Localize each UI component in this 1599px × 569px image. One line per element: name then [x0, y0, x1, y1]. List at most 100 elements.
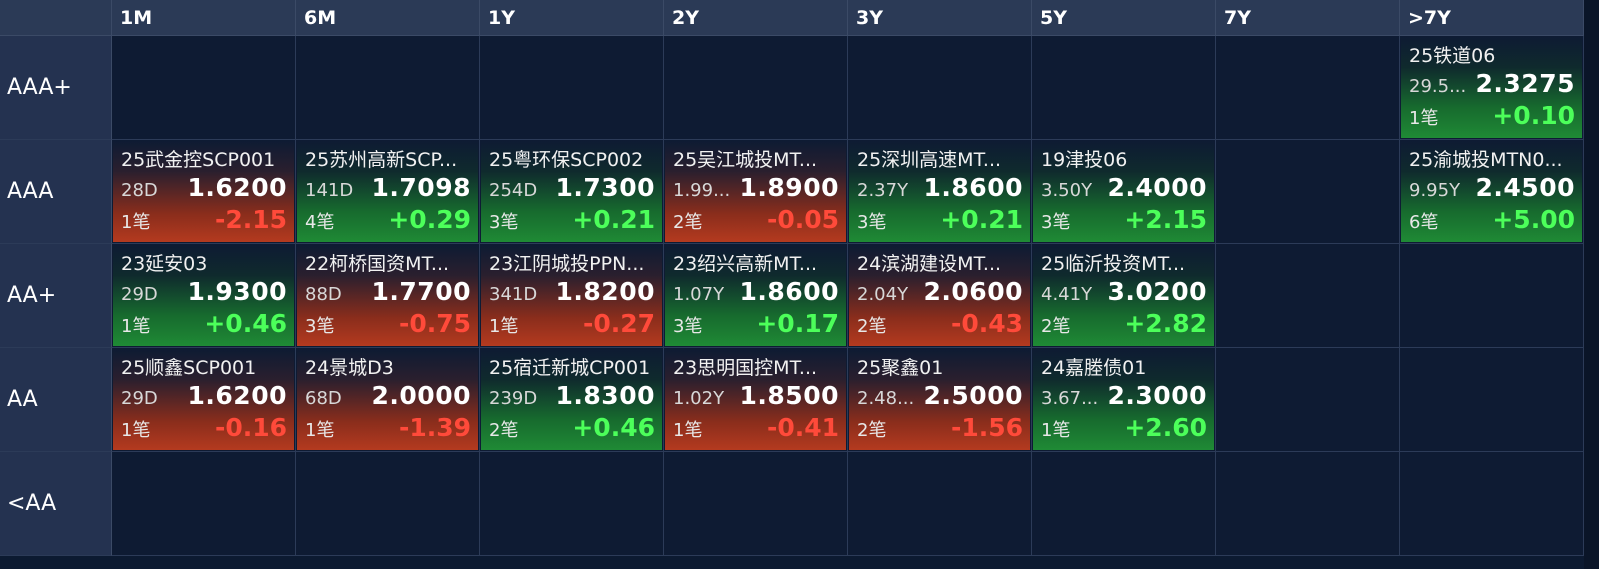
- bond-count-change-row: 1笔 -0.41: [673, 413, 839, 443]
- bond-card[interactable]: 25临沂投资MT... 4.41Y 3.0200 2笔 +2.82: [1033, 245, 1214, 346]
- grid-cell[interactable]: [848, 36, 1032, 140]
- bond-card[interactable]: 25武金控SCP001 28D 1.6200 1笔 -2.15: [113, 141, 294, 242]
- bond-yield: 1.8600: [739, 277, 839, 306]
- bond-term-yield-row: 341D 1.8200: [489, 277, 655, 309]
- bond-term: 88D: [305, 284, 342, 305]
- yield-change: -0.75: [398, 309, 471, 338]
- grid-cell[interactable]: [1032, 452, 1216, 556]
- grid-cell[interactable]: [112, 452, 296, 556]
- grid-cell: 25粤环保SCP002 254D 1.7300 3笔 +0.21: [480, 140, 664, 244]
- bond-card[interactable]: 25吴江城投MT... 1.99... 1.8900 2笔 -0.05: [665, 141, 846, 242]
- column-header-3y[interactable]: 3Y: [848, 0, 1032, 36]
- grid-cell[interactable]: [664, 36, 848, 140]
- column-header-6m[interactable]: 6M: [296, 0, 480, 36]
- bond-count-change-row: 1笔 -0.16: [121, 413, 287, 443]
- grid-cell[interactable]: [848, 452, 1032, 556]
- bond-card[interactable]: 23绍兴高新MT... 1.07Y 1.8600 3笔 +0.17: [665, 245, 846, 346]
- grid-cell[interactable]: [1216, 348, 1400, 452]
- bond-card[interactable]: 25苏州高新SCP... 141D 1.7098 4笔 +0.29: [297, 141, 478, 242]
- bond-name: 24景城D3: [305, 357, 394, 379]
- bond-name: 22柯桥国资MT...: [305, 253, 450, 275]
- grid-cell[interactable]: [1400, 348, 1584, 452]
- grid-cell[interactable]: [480, 36, 664, 140]
- grid-cell[interactable]: [1216, 36, 1400, 140]
- trade-count: 3笔: [1041, 212, 1071, 233]
- grid-cell[interactable]: [1216, 244, 1400, 348]
- rating-row-label: AA: [0, 348, 112, 452]
- grid-cell[interactable]: [112, 36, 296, 140]
- grid-cell: 24嘉塍债01 3.67... 2.3000 1笔 +2.60: [1032, 348, 1216, 452]
- grid-cell: 25顺鑫SCP001 29D 1.6200 1笔 -0.16: [112, 348, 296, 452]
- column-header-1m[interactable]: 1M: [112, 0, 296, 36]
- grid-cell[interactable]: [296, 36, 480, 140]
- bond-card[interactable]: 23思明国控MT... 1.02Y 1.8500 1笔 -0.41: [665, 349, 846, 450]
- trade-count: 6笔: [1409, 212, 1439, 233]
- yield-change: -1.56: [950, 413, 1023, 442]
- bond-card[interactable]: 22柯桥国资MT... 88D 1.7700 3笔 -0.75: [297, 245, 478, 346]
- column-header-5y[interactable]: 5Y: [1032, 0, 1216, 36]
- bond-name: 24滨湖建设MT...: [857, 253, 1002, 275]
- bond-card[interactable]: 23江阴城投PPN... 341D 1.8200 1笔 -0.27: [481, 245, 662, 346]
- bond-name: 25渝城投MTN0...: [1409, 149, 1563, 171]
- grid-cell: 23江阴城投PPN... 341D 1.8200 1笔 -0.27: [480, 244, 664, 348]
- grid-cell[interactable]: [1032, 36, 1216, 140]
- trade-count: 2笔: [489, 420, 519, 441]
- bond-term: 1.99...: [673, 180, 731, 201]
- yield-change: +0.17: [756, 309, 839, 338]
- bond-name: 23江阴城投PPN...: [489, 253, 645, 275]
- bond-name: 19津投06: [1041, 149, 1128, 171]
- bond-count-change-row: 2笔 +0.46: [489, 413, 655, 443]
- bond-term-yield-row: 3.50Y 2.4000: [1041, 173, 1207, 205]
- bond-card[interactable]: 25聚鑫01 2.48... 2.5000 2笔 -1.56: [849, 349, 1030, 450]
- bond-term-yield-row: 2.37Y 1.8600: [857, 173, 1023, 205]
- bond-card[interactable]: 25宿迁新城CP001 239D 1.8300 2笔 +0.46: [481, 349, 662, 450]
- yield-change: -0.41: [766, 413, 839, 442]
- bond-card[interactable]: 23延安03 29D 1.9300 1笔 +0.46: [113, 245, 294, 346]
- scrollbar-track[interactable]: [1584, 0, 1599, 569]
- bond-term: 29.5...: [1409, 76, 1467, 97]
- grid-cell[interactable]: [480, 452, 664, 556]
- grid-cell[interactable]: [1400, 452, 1584, 556]
- bond-card[interactable]: 24景城D3 68D 2.0000 1笔 -1.39: [297, 349, 478, 450]
- bond-card[interactable]: 25深圳高速MT... 2.37Y 1.8600 3笔 +0.21: [849, 141, 1030, 242]
- bond-card[interactable]: 25渝城投MTN0... 9.95Y 2.4500 6笔 +5.00: [1401, 141, 1582, 242]
- bond-yield: 2.4500: [1475, 173, 1575, 202]
- bond-card[interactable]: 25顺鑫SCP001 29D 1.6200 1笔 -0.16: [113, 349, 294, 450]
- bond-term-yield-row: 1.02Y 1.8500: [673, 381, 839, 413]
- trade-count: 1笔: [1409, 108, 1439, 129]
- trade-count: 2笔: [673, 212, 703, 233]
- yield-change: -0.05: [766, 205, 839, 234]
- yield-change: -0.16: [214, 413, 287, 442]
- yield-change: +2.15: [1124, 205, 1207, 234]
- yield-change: -1.39: [398, 413, 471, 442]
- grid-cell[interactable]: [1216, 452, 1400, 556]
- bond-term: 1.02Y: [673, 388, 725, 409]
- bond-term-yield-row: 28D 1.6200: [121, 173, 287, 205]
- corner-header: [0, 0, 112, 36]
- bond-card[interactable]: 25粤环保SCP002 254D 1.7300 3笔 +0.21: [481, 141, 662, 242]
- column-header-2y[interactable]: 2Y: [664, 0, 848, 36]
- bond-card[interactable]: 25铁道06 29.5... 2.3275 1笔 +0.10: [1401, 37, 1582, 138]
- bond-card[interactable]: 19津投06 3.50Y 2.4000 3笔 +2.15: [1033, 141, 1214, 242]
- grid-cell: 23思明国控MT... 1.02Y 1.8500 1笔 -0.41: [664, 348, 848, 452]
- bond-count-change-row: 2笔 +2.82: [1041, 309, 1207, 339]
- grid-cell[interactable]: [1216, 140, 1400, 244]
- grid-cell[interactable]: [296, 452, 480, 556]
- bond-term-yield-row: 2.48... 2.5000: [857, 381, 1023, 413]
- bond-name: 25武金控SCP001: [121, 149, 276, 171]
- grid-cell: 25聚鑫01 2.48... 2.5000 2笔 -1.56: [848, 348, 1032, 452]
- rating-row-label: <AA: [0, 452, 112, 556]
- bond-card[interactable]: 24滨湖建设MT... 2.04Y 2.0600 2笔 -0.43: [849, 245, 1030, 346]
- grid-cell[interactable]: [1400, 244, 1584, 348]
- column-header-7y[interactable]: 7Y: [1216, 0, 1400, 36]
- bond-yield: 2.3000: [1107, 381, 1207, 410]
- column-header-1y[interactable]: 1Y: [480, 0, 664, 36]
- grid-cell[interactable]: [664, 452, 848, 556]
- column-header-over-7y[interactable]: >7Y: [1400, 0, 1584, 36]
- bond-term-yield-row: 9.95Y 2.4500: [1409, 173, 1575, 205]
- grid-cell: 25深圳高速MT... 2.37Y 1.8600 3笔 +0.21: [848, 140, 1032, 244]
- trade-count: 1笔: [305, 420, 335, 441]
- bond-card[interactable]: 24嘉塍债01 3.67... 2.3000 1笔 +2.60: [1033, 349, 1214, 450]
- bond-count-change-row: 3笔 +0.17: [673, 309, 839, 339]
